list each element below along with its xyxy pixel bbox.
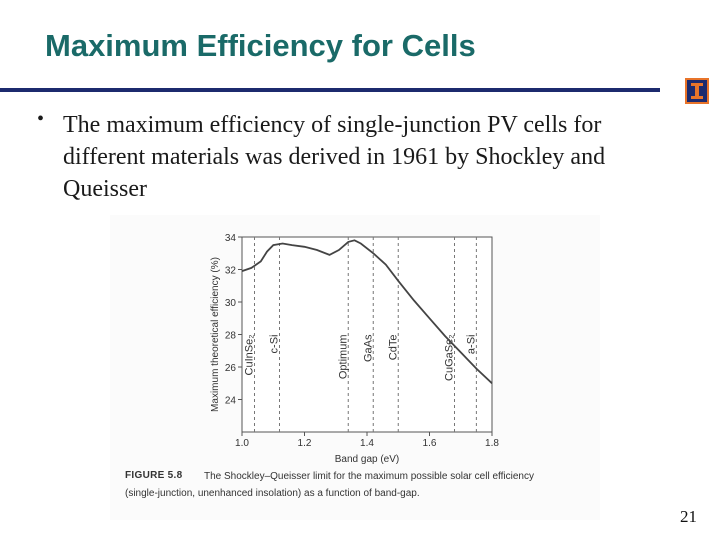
efficiency-curve: [241, 239, 493, 384]
figure-label: FIGURE 5.8: [125, 470, 183, 481]
y-tick-label: 30: [225, 298, 237, 309]
x-tick-label: 1.0: [235, 438, 249, 449]
material-label: a-Si: [465, 335, 477, 355]
x-axis-label: Band gap (eV): [335, 454, 400, 465]
x-tick-label: 1.4: [360, 438, 374, 449]
y-tick-label: 32: [225, 266, 237, 277]
x-tick-label: 1.6: [423, 438, 437, 449]
x-tick-label: 1.8: [485, 438, 499, 449]
figure-caption-line1: The Shockley–Queisser limit for the maxi…: [204, 471, 534, 482]
bullet-text: The maximum efficiency of single-junctio…: [63, 112, 606, 202]
x-tick-label: 1.2: [298, 438, 312, 449]
y-tick-label: 24: [225, 396, 237, 407]
material-label: CdTe: [387, 335, 399, 361]
title-divider: [0, 88, 660, 92]
figure-caption-line2: (single-junction, unenhanced insolation)…: [125, 488, 420, 499]
material-label: CuGaSe₂: [444, 335, 456, 381]
y-tick-label: 28: [225, 331, 237, 342]
material-label: c-Si: [269, 335, 281, 354]
y-tick-label: 26: [225, 363, 237, 374]
material-label: GaAs: [362, 334, 374, 362]
material-label: Optimum: [337, 335, 349, 380]
plot-frame: [241, 236, 493, 433]
material-label: CuInSe₂: [244, 335, 256, 376]
slide-title: Maximum Efficiency for Cells: [45, 28, 476, 63]
bullet-icon: •: [37, 108, 45, 130]
university-logo: [685, 78, 709, 104]
y-tick-label: 34: [225, 233, 237, 244]
page-number: 21: [680, 507, 697, 526]
y-axis-label: Maximum theoretical efficiency (%): [210, 257, 221, 412]
